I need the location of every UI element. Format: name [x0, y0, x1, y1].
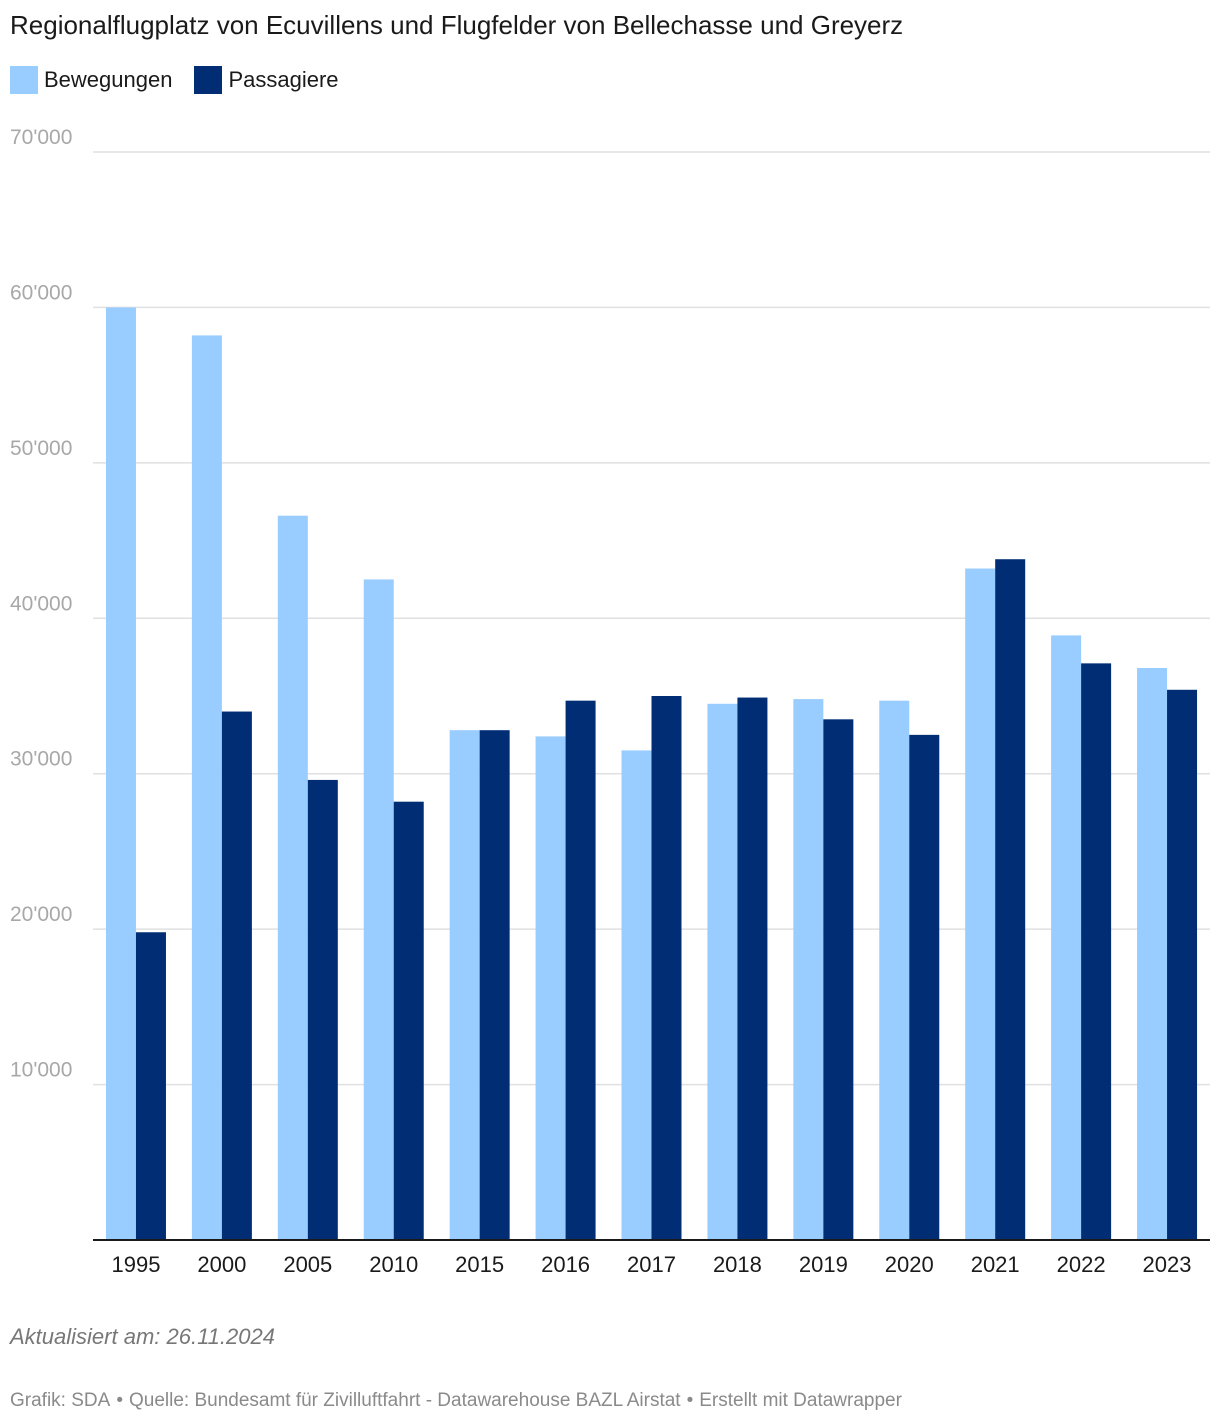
- x-tick-label: 2021: [971, 1252, 1020, 1277]
- updated-note: Aktualisiert am: 26.11.2024: [10, 1324, 275, 1349]
- bar-chart: 10'000 20'000 30'000 40'000 50'000 60'000 70'0…: [10, 126, 1210, 1277]
- source-footer: Grafik: SDA • Quelle: Bundesamt für Zivill…: [10, 1390, 902, 1412]
- y-tick-label: 10'000: [10, 1059, 72, 1082]
- bar-bewegungen-2020: [879, 700, 910, 1240]
- bar-passagiere-2017: [651, 696, 682, 1240]
- bar-bewegungen-2019: [793, 699, 824, 1240]
- bar-passagiere-2021: [995, 559, 1026, 1240]
- bar-passagiere-2023: [1167, 689, 1198, 1240]
- y-tick-label: 60'000: [10, 281, 72, 304]
- bar-passagiere-2018: [737, 697, 768, 1240]
- bar-passagiere-2022: [1081, 663, 1112, 1240]
- x-tick-label: 2023: [1143, 1252, 1192, 1277]
- x-tick-label: 2018: [713, 1252, 762, 1277]
- y-tick-label: 20'000: [10, 903, 72, 926]
- bar-bewegungen-2000: [191, 335, 222, 1240]
- bar-bewegungen-2017: [621, 750, 652, 1240]
- bar-passagiere-2010: [393, 801, 424, 1240]
- x-tick-label: 2000: [197, 1252, 246, 1277]
- bar-bewegungen-2021: [965, 568, 996, 1240]
- chart-title: Regionalflugplatz von Ecuvillens und Flu…: [10, 10, 904, 40]
- x-tick-label: 2017: [627, 1252, 676, 1277]
- footer-erstellt: Erstellt mit Datawrapper: [699, 1390, 902, 1411]
- footer-grafik: Grafik: SDA: [10, 1390, 111, 1411]
- footer-separator: •: [116, 1390, 123, 1411]
- x-tick-label: 2015: [455, 1252, 504, 1277]
- x-tick-label: 2020: [885, 1252, 934, 1277]
- bar-passagiere-2005: [307, 779, 338, 1240]
- legend-swatch-passagiere: [194, 66, 223, 94]
- bar-bewegungen-2022: [1051, 635, 1082, 1240]
- footer-separator: •: [686, 1390, 694, 1411]
- x-tick-label: 2005: [283, 1252, 332, 1277]
- bar-bewegungen-2015: [449, 730, 480, 1240]
- y-tick-label: 30'000: [10, 748, 72, 771]
- bar-passagiere-2016: [565, 700, 596, 1240]
- y-tick-label: 40'000: [10, 592, 72, 615]
- x-tick-label: 1995: [111, 1252, 160, 1277]
- bar-bewegungen-2010: [363, 579, 394, 1240]
- bar-passagiere-1995: [135, 932, 166, 1240]
- bar-bewegungen-2016: [535, 736, 566, 1240]
- legend: Bewegungen Passagiere: [10, 66, 361, 94]
- legend-label-passagiere: Passagiere: [228, 67, 339, 92]
- footer-quelle: Quelle: Bundesamt für Zivilluftfahrt - D…: [128, 1390, 681, 1411]
- x-tick-label: 2016: [541, 1252, 590, 1277]
- bar-bewegungen-2023: [1137, 668, 1168, 1240]
- legend-item-passagiere: Passagiere: [194, 66, 339, 94]
- bar-bewegungen-2018: [707, 703, 738, 1240]
- bar-passagiere-2000: [221, 711, 252, 1240]
- legend-swatch-bewegungen: [10, 66, 38, 94]
- bar-passagiere-2019: [823, 719, 854, 1240]
- x-tick-label: 2019: [799, 1252, 848, 1277]
- x-tick-label: 2010: [369, 1252, 418, 1277]
- legend-item-bewegungen: Bewegungen: [10, 66, 172, 94]
- y-tick-label: 50'000: [10, 437, 72, 460]
- legend-label-bewegungen: Bewegungen: [44, 67, 173, 92]
- bar-passagiere-2020: [909, 734, 940, 1240]
- x-tick-label: 2022: [1057, 1252, 1106, 1277]
- bar-bewegungen-1995: [105, 307, 136, 1240]
- bar-passagiere-2015: [479, 730, 510, 1240]
- bar-bewegungen-2005: [277, 515, 308, 1240]
- y-tick-label: 70'000: [10, 126, 72, 149]
